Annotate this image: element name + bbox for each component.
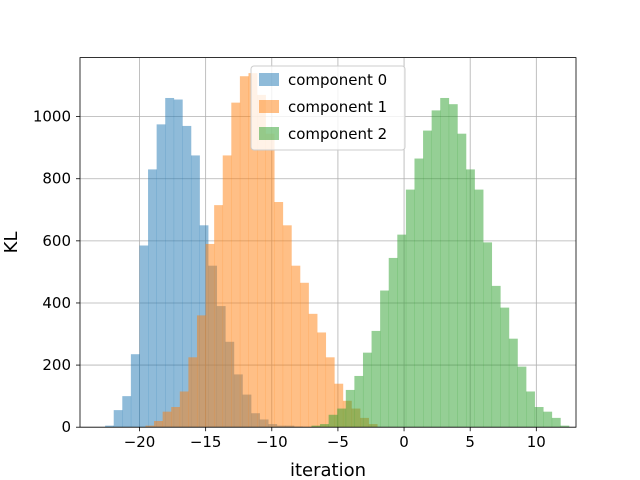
histogram-bar <box>188 357 198 428</box>
x-tick-label: −5 <box>327 433 349 451</box>
histogram-bar <box>148 169 157 428</box>
histogram-bar <box>328 414 338 428</box>
histogram-bar <box>448 104 458 428</box>
histogram-bar <box>440 97 450 428</box>
histogram-bar <box>345 389 355 428</box>
y-tick-label: 200 <box>42 356 71 374</box>
histogram-bar <box>517 366 527 428</box>
histogram-bar <box>231 102 241 428</box>
legend: component 0 component 1 component 2 <box>250 65 406 151</box>
histogram-bar <box>248 73 258 428</box>
histogram-bar <box>483 242 493 428</box>
histogram-bar <box>214 205 224 428</box>
histogram-bar <box>257 94 266 428</box>
histogram-bar <box>156 124 166 428</box>
histogram-bar <box>380 290 390 428</box>
histogram-bar <box>205 243 215 428</box>
histogram-bar <box>165 97 175 428</box>
histogram-bar <box>113 410 123 428</box>
histogram-bar <box>325 357 335 428</box>
histogram-bar <box>397 234 407 428</box>
legend-label: component 1 <box>288 98 387 116</box>
histogram-bar <box>526 391 535 428</box>
histogram-bar <box>491 285 501 428</box>
histogram-bar <box>196 315 206 428</box>
histogram-bar <box>265 133 275 428</box>
legend-label: component 0 <box>288 71 387 89</box>
x-tick-label: −10 <box>256 433 288 451</box>
histogram-bar <box>162 411 172 428</box>
histogram-bar <box>388 257 398 428</box>
x-axis-label: iteration <box>290 460 366 480</box>
histogram-bar <box>508 338 518 428</box>
histogram-bar <box>551 417 561 428</box>
histogram-bar <box>274 202 284 428</box>
legend-frame <box>250 65 406 151</box>
histogram-bar <box>282 225 292 428</box>
x-tick-label: 5 <box>465 433 475 451</box>
histogram-bar <box>431 110 441 428</box>
histogram-bar <box>190 155 200 428</box>
histogram-bar <box>362 352 372 428</box>
histogram-bar <box>239 76 249 428</box>
histogram-bar <box>474 189 484 428</box>
y-tick-label: 800 <box>42 170 71 188</box>
histogram-bar <box>405 189 415 428</box>
legend-swatch <box>259 73 279 86</box>
x-tick-label: 0 <box>399 433 409 451</box>
plot-frame <box>79 57 577 428</box>
y-tick-label: 400 <box>42 294 71 312</box>
histogram-bar <box>222 155 232 428</box>
histogram-bar <box>371 330 381 428</box>
histogram-bar <box>154 420 163 428</box>
histogram-bar <box>311 425 321 428</box>
histogram-bar <box>122 396 132 428</box>
y-tick-label: 600 <box>42 232 71 250</box>
histogram-bar <box>543 411 553 428</box>
series-2-bars <box>311 97 570 428</box>
x-axis-ticks: −20 −15 −10 −5 0 5 10 <box>124 427 546 451</box>
histogram-bar <box>560 425 570 428</box>
histogram-bar <box>171 407 181 428</box>
histogram-bar <box>354 375 364 428</box>
histogram-bar <box>179 391 189 428</box>
histogram-bar <box>291 265 301 428</box>
histogram-bar <box>173 99 183 428</box>
histogram-bar <box>105 425 115 428</box>
histogram-bar <box>139 245 149 428</box>
legend-swatch <box>259 127 279 140</box>
histogram-bar <box>130 354 140 428</box>
histogram-bar <box>317 332 327 428</box>
histogram-bar <box>423 130 432 428</box>
histogram-bar <box>500 307 510 428</box>
histogram-bar <box>457 133 467 428</box>
x-tick-label: −15 <box>190 433 222 451</box>
histogram-bar <box>414 158 424 428</box>
histogram-bars <box>105 73 570 428</box>
y-axis-ticks: 0 200 400 600 800 1000 <box>33 108 80 436</box>
legend-swatch <box>259 100 279 113</box>
x-tick-label: −20 <box>124 433 156 451</box>
histogram-bar <box>320 424 329 428</box>
histogram-bar <box>534 407 544 428</box>
x-tick-label: 10 <box>527 433 546 451</box>
histogram-bar <box>465 169 475 428</box>
legend-label: component 2 <box>288 125 387 143</box>
y-axis-label: KL <box>1 231 22 253</box>
histogram-bar <box>308 313 318 428</box>
histogram-bar <box>182 125 192 428</box>
histogram-bar <box>299 282 309 428</box>
y-tick-label: 1000 <box>33 108 71 126</box>
histogram-bar <box>145 425 155 428</box>
y-tick-label: 0 <box>61 418 71 436</box>
histogram-bar <box>334 383 344 428</box>
histogram-bar <box>337 408 347 428</box>
